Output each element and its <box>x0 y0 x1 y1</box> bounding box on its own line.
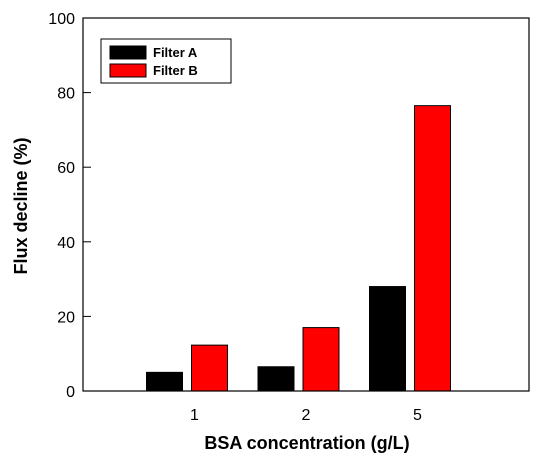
legend: Filter A Filter B <box>100 38 232 84</box>
legend-swatch-filter-b <box>109 63 147 78</box>
y-tick-label: 40 <box>57 235 75 252</box>
bar-filter-b-1 <box>191 344 228 392</box>
x-tick-label: 2 <box>302 407 311 424</box>
x-axis-title: BSA concentration (g/L) <box>204 433 409 453</box>
y-tick-label: 60 <box>57 160 75 177</box>
bar-filter-b-2 <box>302 327 340 392</box>
bar-filter-a-1 <box>146 371 183 392</box>
bar-filter-a-2 <box>257 366 295 392</box>
plot-frame <box>82 17 530 392</box>
y-tick-label: 100 <box>48 11 75 28</box>
x-tick-label: 5 <box>413 407 422 424</box>
bars-layer <box>146 105 451 392</box>
legend-swatch-filter-a <box>109 45 147 60</box>
bar-filter-a-5 <box>369 286 406 392</box>
x-tick-label: 1 <box>190 407 199 424</box>
y-tick-label: 20 <box>57 309 75 326</box>
legend-label-filter-b: Filter B <box>153 63 198 78</box>
y-tick-label: 0 <box>66 384 75 401</box>
y-tick-label: 80 <box>57 86 75 103</box>
bar-filter-b-5 <box>414 105 451 392</box>
legend-label-filter-a: Filter A <box>153 45 198 60</box>
y-axis-title: Flux decline (%) <box>11 137 31 274</box>
